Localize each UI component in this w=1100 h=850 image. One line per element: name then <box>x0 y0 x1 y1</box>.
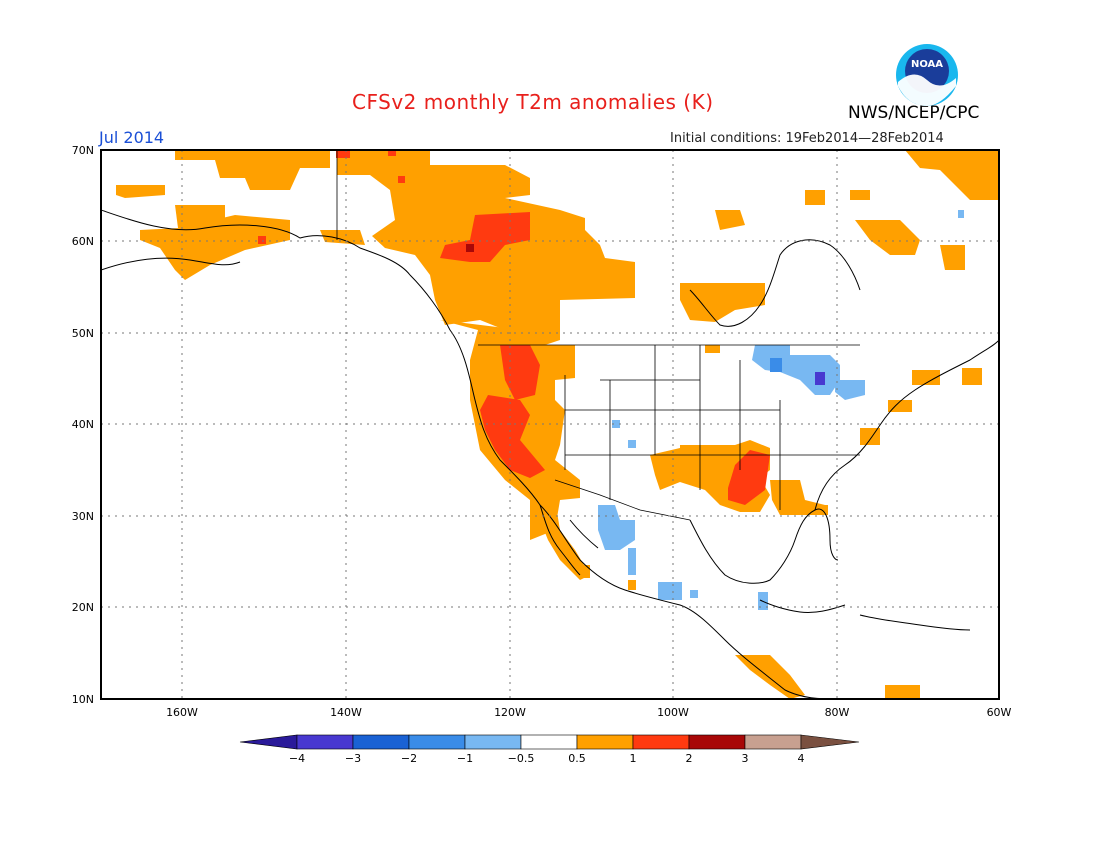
lon-label: 80W <box>825 706 850 719</box>
anomaly-great-lakes-cool-3 <box>815 372 825 385</box>
colorbar-swatch <box>744 734 802 750</box>
anomaly-alaska-north <box>175 150 330 190</box>
colorbar-swatch <box>408 734 466 750</box>
forecast-month-label: Jul 2014 <box>99 128 165 147</box>
anomaly-mississippi-hot <box>728 450 770 505</box>
colorbar-tick-label: −0.5 <box>508 752 535 765</box>
anomaly-hudson-bay <box>680 283 765 322</box>
colorbar-tick-label: −1 <box>457 752 473 765</box>
anomaly-california-hot <box>480 395 545 478</box>
anomaly-alaska-south <box>140 215 290 280</box>
lat-label: 10N <box>72 693 94 706</box>
colorbar-tick-label: 2 <box>686 752 693 765</box>
colorbar-swatch <box>576 734 634 750</box>
latitude-labels: 70N 60N 50N 40N 30N 20N 10N <box>72 144 94 706</box>
anomaly-alaska-gulf <box>320 230 365 245</box>
anomaly-alaska-west <box>116 185 165 198</box>
colorbar-swatch <box>688 734 746 750</box>
lon-label: 100W <box>657 706 689 719</box>
anomaly-arctic-isle <box>805 190 825 205</box>
map-frame <box>100 149 1000 700</box>
noaa-logo-icon: NOAA <box>896 44 958 106</box>
anomaly-great-lakes-cool <box>752 345 840 395</box>
colorbar-swatch <box>352 734 410 750</box>
anomaly-oregon-hot <box>500 345 540 400</box>
anomaly-baffin <box>850 190 870 200</box>
colorbar-tick-label: −3 <box>345 752 361 765</box>
anomaly-mid-atlantic <box>888 400 912 412</box>
colorbar-swatch <box>296 734 354 750</box>
anomaly-labrador <box>855 220 920 255</box>
lat-label: 60N <box>72 235 94 248</box>
anomaly-maine <box>912 370 940 385</box>
agency-label: NWS/NCEP/CPC <box>848 103 980 123</box>
colorbar-tick-label: 0.5 <box>568 752 586 765</box>
lat-label: 70N <box>72 144 94 157</box>
anomaly-greenland-west <box>905 150 999 200</box>
colorbar-tick-label: 4 <box>798 752 805 765</box>
colorbar-tick-label: −2 <box>401 752 417 765</box>
colorbar-tick-label: 3 <box>742 752 749 765</box>
coastlines <box>101 209 999 699</box>
anomaly-canada-max <box>466 244 474 252</box>
lat-label: 30N <box>72 510 94 523</box>
colorbar-tick-label: −4 <box>289 752 305 765</box>
lon-label: 60W <box>987 706 1012 719</box>
colorbar: −4 −3 −2 −1 −0.5 0.5 1 2 3 4 <box>239 734 860 765</box>
anomaly-mexico-cool <box>598 505 635 550</box>
lat-label: 40N <box>72 418 94 431</box>
anomaly-hawaii-none <box>580 565 590 578</box>
initial-conditions-label: Initial conditions: 19Feb2014—28Feb2014 <box>670 131 944 146</box>
map-title: CFSv2 monthly T2m anomalies (K) <box>352 90 714 114</box>
anomaly-newfoundland <box>940 245 965 270</box>
anomaly-central-america <box>735 655 805 699</box>
anomaly-canada-hot <box>440 212 530 262</box>
anomaly-mexico-south-cool <box>658 582 682 600</box>
lon-label: 120W <box>494 706 526 719</box>
graticule <box>101 150 999 699</box>
anomaly-venezuela <box>885 685 920 699</box>
anomaly-gulf-coast <box>770 480 828 515</box>
political-borders <box>336 150 860 521</box>
anomaly-baja <box>530 495 590 580</box>
anomaly-ontario-cool <box>835 380 865 400</box>
lon-label: 160W <box>166 706 198 719</box>
colorbar-arrow-high <box>800 734 860 750</box>
anomaly-chesapeake <box>860 428 880 445</box>
logo-text: NOAA <box>911 59 943 70</box>
lat-label: 50N <box>72 327 94 340</box>
colorbar-swatch <box>520 734 578 750</box>
colorbar-arrow-low <box>239 734 298 750</box>
anomaly-mexico-cool-2 <box>628 548 636 575</box>
anomaly-great-lakes-cool-2 <box>770 358 782 372</box>
colorbar-tick-label: 1 <box>630 752 637 765</box>
lat-label: 20N <box>72 601 94 614</box>
anomaly-quebec-north <box>715 210 745 230</box>
lon-label: 140W <box>330 706 362 719</box>
anomaly-florida-tip <box>820 505 828 515</box>
longitude-labels: 160W 140W 120W 100W 80W 60W <box>166 706 1011 719</box>
anomaly-nova-scotia <box>962 368 982 385</box>
colorbar-swatch <box>464 734 522 750</box>
anomaly-field <box>101 150 999 699</box>
colorbar-swatch <box>632 734 690 750</box>
